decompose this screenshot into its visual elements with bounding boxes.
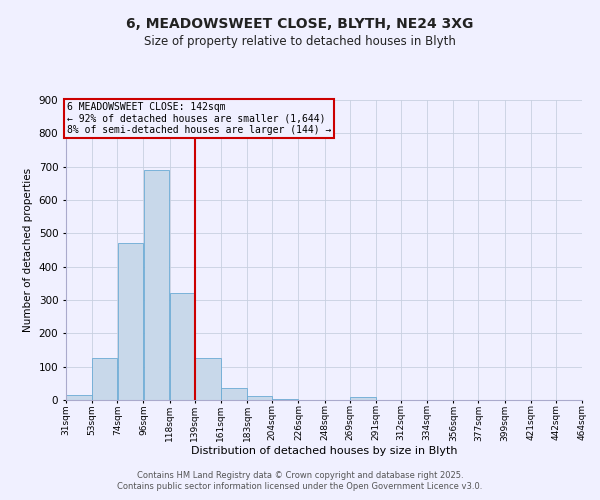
Bar	[350, 398, 376, 400]
Bar	[66, 395, 92, 400]
Bar	[144, 170, 169, 400]
Text: Size of property relative to detached houses in Blyth: Size of property relative to detached ho…	[144, 35, 456, 48]
Text: Contains HM Land Registry data © Crown copyright and database right 2025.: Contains HM Land Registry data © Crown c…	[137, 471, 463, 480]
Bar	[272, 399, 298, 400]
Bar	[195, 358, 221, 400]
Bar	[170, 294, 194, 400]
Text: 6 MEADOWSWEET CLOSE: 142sqm
← 92% of detached houses are smaller (1,644)
8% of s: 6 MEADOWSWEET CLOSE: 142sqm ← 92% of det…	[67, 102, 332, 135]
Bar	[92, 358, 117, 400]
Bar	[221, 388, 247, 400]
X-axis label: Distribution of detached houses by size in Blyth: Distribution of detached houses by size …	[191, 446, 457, 456]
Text: 6, MEADOWSWEET CLOSE, BLYTH, NE24 3XG: 6, MEADOWSWEET CLOSE, BLYTH, NE24 3XG	[127, 18, 473, 32]
Text: Contains public sector information licensed under the Open Government Licence v3: Contains public sector information licen…	[118, 482, 482, 491]
Y-axis label: Number of detached properties: Number of detached properties	[23, 168, 33, 332]
Bar	[118, 244, 143, 400]
Bar	[247, 396, 272, 400]
